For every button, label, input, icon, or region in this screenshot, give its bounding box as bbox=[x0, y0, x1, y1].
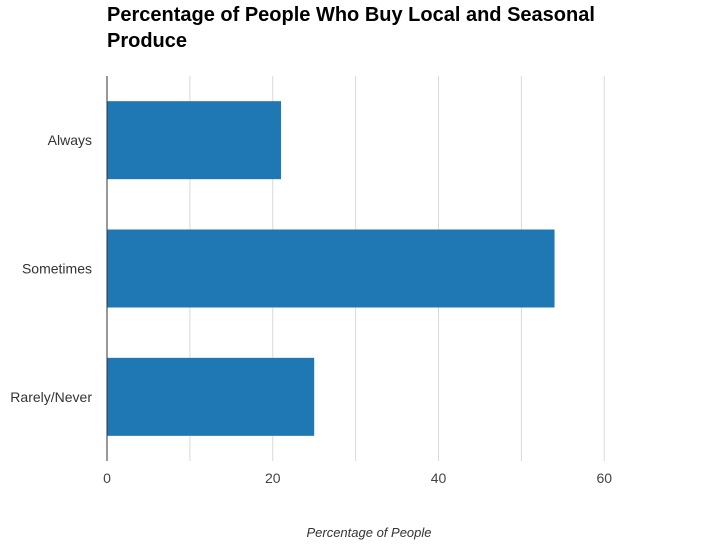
chart-title-line-2: Produce bbox=[107, 30, 187, 52]
category-label-sometimes: Sometimes bbox=[22, 261, 92, 277]
bars bbox=[107, 101, 555, 436]
bar-always bbox=[107, 101, 282, 180]
x-tick-label-20: 20 bbox=[265, 470, 281, 486]
bar-sometimes bbox=[107, 229, 555, 308]
x-tick-label-40: 40 bbox=[431, 470, 447, 486]
category-labels: Always Sometimes Rarely/Never bbox=[10, 132, 92, 405]
chart-title-line-1: Percentage of People Who Buy Local and S… bbox=[107, 4, 595, 26]
bar-rarely-never bbox=[107, 357, 315, 436]
x-tick-label-0: 0 bbox=[103, 470, 111, 486]
chart-title: Percentage of People Who Buy Local and S… bbox=[107, 4, 595, 52]
category-label-always: Always bbox=[48, 132, 92, 148]
x-tick-labels: 0 20 40 60 bbox=[103, 470, 612, 486]
category-label-rarely-never: Rarely/Never bbox=[10, 389, 92, 405]
x-tick-label-60: 60 bbox=[596, 470, 612, 486]
x-axis-title: Percentage of People bbox=[306, 525, 431, 540]
